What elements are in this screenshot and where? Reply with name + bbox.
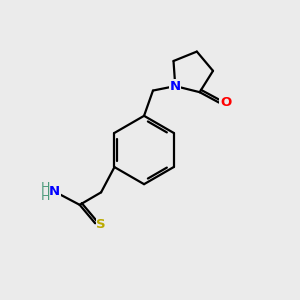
Text: N: N (49, 185, 60, 198)
Text: H: H (41, 181, 50, 194)
Text: O: O (220, 96, 231, 109)
Text: N: N (170, 80, 181, 93)
Text: H: H (41, 190, 50, 203)
Text: S: S (96, 218, 106, 231)
